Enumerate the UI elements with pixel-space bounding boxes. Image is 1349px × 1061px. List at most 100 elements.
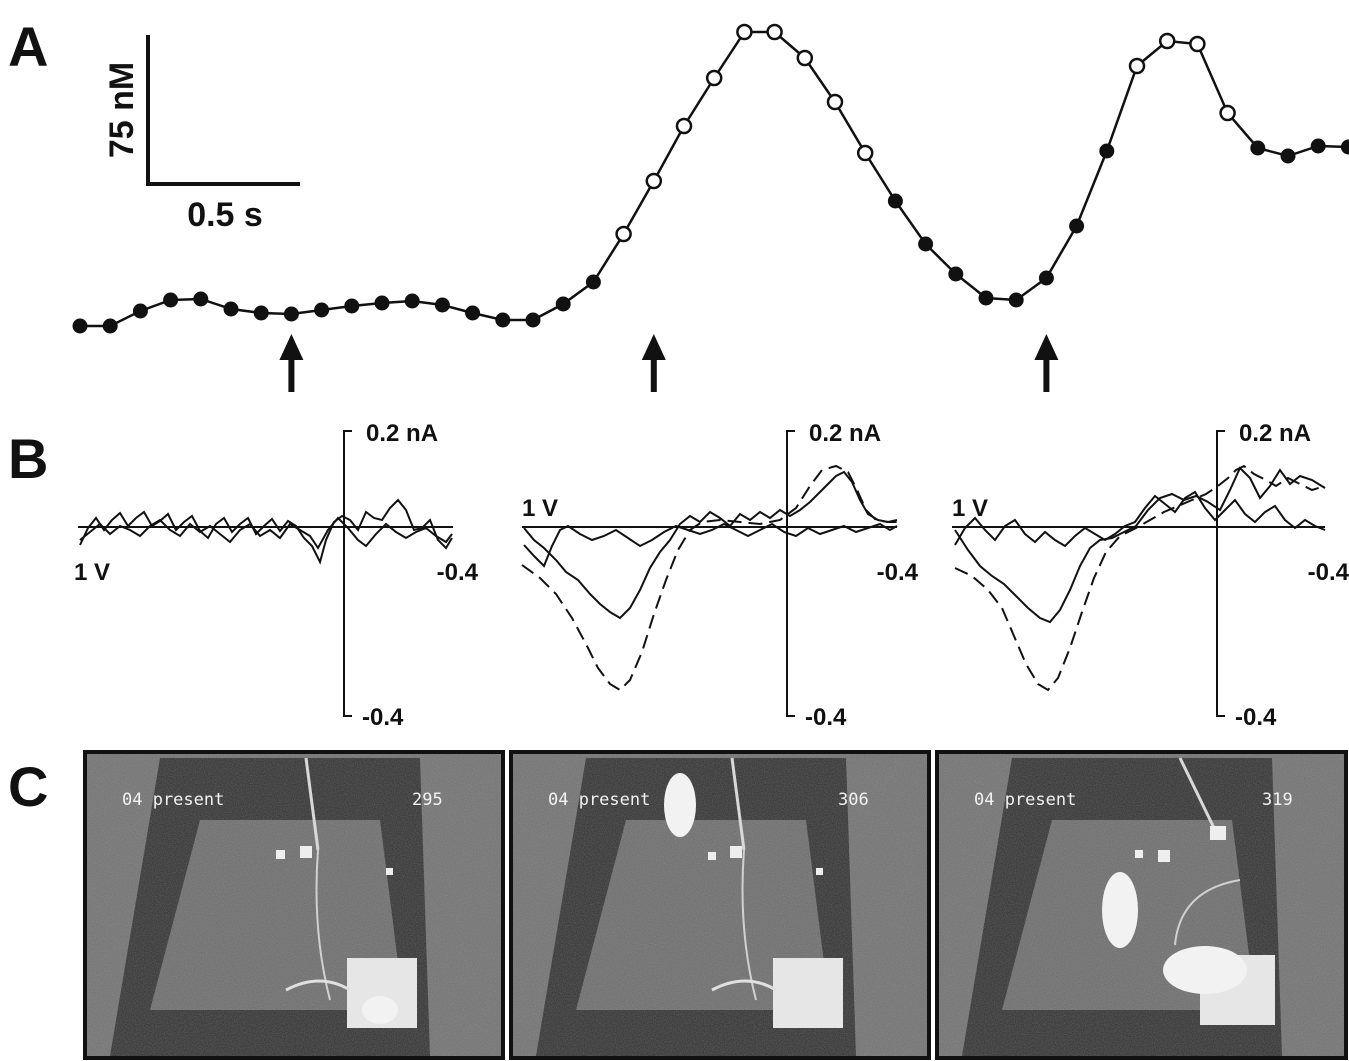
video-frame-2: 04 present 306 [509,750,931,1060]
trace-point [1189,35,1206,53]
trace-point [645,172,663,190]
cv-2-y-bottom-label: -0.4 [805,704,847,731]
event-arrow [279,334,304,392]
frame-3-pellet-2 [1158,850,1170,862]
trace-point [72,318,88,334]
event-arrow [1034,334,1059,392]
cv-2-trace-dashed [521,464,897,692]
event-arrows [279,334,1059,392]
cv-3-x-left-label: 1 V [952,495,988,522]
cv-3-y-top-label: 0.2 nA [1239,420,1311,447]
panel-label-c: C [8,755,48,818]
trace-points [72,23,1349,334]
trace-point [1158,32,1176,50]
frame-1-pellet-2 [300,846,312,858]
trace-point [918,236,934,252]
voltammogram-3: 1 V -0.4 0.2 nA -0.4 [952,420,1349,731]
frame-1-tether [304,757,320,851]
frame-3-osd-counter: 319 [1262,790,1293,810]
trace-point [766,23,783,41]
trace-point [404,293,420,309]
frame-1-osd-counter: 295 [412,790,443,810]
cv-2-x-left-label: 1 V [522,495,558,522]
cv-1-x-right-label: -0.4 [437,559,479,586]
trace-point [495,312,511,328]
frame-1-rat [362,996,398,1024]
scale-bar-x-label: 0.5 s [187,196,263,234]
frame-2-pellet-1 [708,852,716,860]
panel-label-a: A [8,15,48,78]
trace-point [1310,138,1326,154]
frame-2-rat [664,773,696,837]
cv-3-trace-solid-2 [954,490,1326,548]
trace-point [1008,292,1024,308]
cv-3-x-right-label: -0.4 [1308,559,1349,586]
trace-point [132,303,148,319]
frame-2-tether-lower [741,849,757,1001]
trace-point [555,296,571,312]
frame-1-pellet-3 [386,868,393,875]
trace-point [193,291,209,307]
trace-point [1128,57,1146,75]
trace-point [826,93,844,111]
panel-label-b: B [8,427,48,490]
trace-point [1250,140,1266,156]
cv-2-trace-solid-2 [523,522,898,568]
trace-point [223,301,239,317]
voltammogram-2: 1 V -0.4 0.2 nA -0.4 [521,420,919,731]
cv-3-trace-dashed [954,464,1326,692]
video-frame-1: 04 present 295 [83,750,505,1060]
trace-point [978,290,994,306]
frame-2-rat-tail [711,979,777,992]
cv-3-trace-solid-1 [954,466,1326,624]
frame-1-grain [87,754,501,1056]
frame-3-rat-2 [1163,946,1247,994]
trace-point [283,306,299,322]
trace-point [465,305,481,321]
cv-1-x-left-label: 1 V [74,559,110,586]
cv-3-y-bottom-label: -0.4 [1235,704,1277,731]
voltammogram-1: 1 V -0.4 0.2 nA -0.4 [74,420,479,731]
trace-point [887,193,903,209]
frame-3-pellet-1 [1135,850,1143,858]
trace-point [374,295,390,311]
frame-2-pellet-2 [730,846,742,858]
frame-1-pellet-1 [276,850,285,859]
trace-point [102,318,118,334]
scale-bar: 75 nM 0.5 s [103,35,300,234]
cv-1-trace-2 [79,516,453,550]
frame-2-tether [730,757,746,851]
trace-point [1280,148,1296,164]
trace-point [434,297,450,313]
cv-2-y-top-label: 0.2 nA [809,420,881,447]
trace-point [736,23,753,41]
frame-3-rat-1 [1102,872,1138,948]
frame-3-pellet-3 [1210,826,1226,840]
concentration-trace [72,23,1349,334]
trace-point [1069,218,1085,234]
cv-2-trace-solid-1 [523,470,898,620]
trace-point [585,274,601,290]
cv-1-trace-1 [79,498,453,565]
frame-3-osd-label: 04 present [974,790,1076,810]
scale-bar-y-label: 75 nM [103,62,141,158]
frame-3-tether [1178,757,1217,831]
trace-point [675,117,693,135]
trace-point [948,266,964,282]
cv-2-x-right-label: -0.4 [877,559,919,586]
trace-point [1099,143,1115,159]
frame-2-osd-label: 04 present [548,790,650,810]
frame-2-grain [513,754,927,1056]
frame-2-pellet-3 [816,868,823,875]
trace-point [1340,139,1349,155]
cv-1-y-bottom-label: -0.4 [362,704,404,731]
frame-3-grain [939,754,1344,1056]
trace-point [615,225,632,243]
frame-2-osd-counter: 306 [838,790,869,810]
video-frame-3: 04 present 319 [935,750,1348,1060]
cv-1-y-top-label: 0.2 nA [366,420,438,447]
frame-1-rat-tail [285,979,351,992]
trace-point [1038,270,1054,286]
frame-2-food-box [773,958,843,1028]
